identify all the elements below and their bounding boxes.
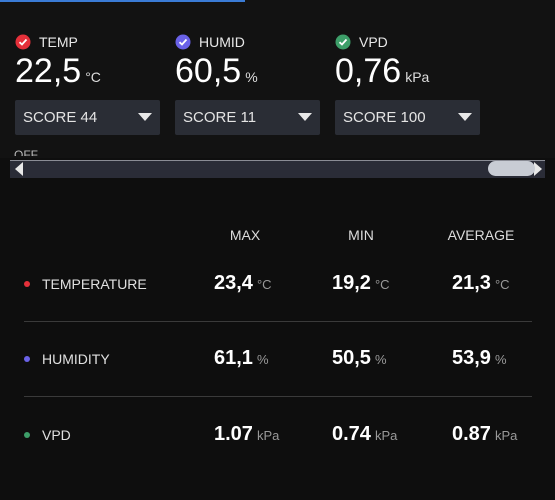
- dropdown-arrow: [458, 113, 472, 121]
- progress-line: [0, 0, 245, 2]
- sensor-reading: 22,5 °C: [15, 52, 101, 91]
- sensor-value: 60,5: [175, 52, 242, 90]
- cell-value: 0.87: [452, 423, 491, 445]
- row-label: TEMPERATURE: [42, 276, 147, 292]
- cell: 19,2 °C: [332, 272, 390, 295]
- sensor-label: VPD: [359, 34, 388, 50]
- cell-value: 19,2: [332, 272, 371, 294]
- sensor-label: TEMP: [39, 34, 78, 50]
- sensor-reading: 60,5%: [175, 52, 258, 91]
- scrollbar[interactable]: [10, 160, 545, 178]
- dropdown-arrow: [298, 113, 312, 121]
- cell-value: 0.74: [332, 423, 371, 445]
- cell-unit: kPa: [374, 428, 398, 443]
- check-svg: [175, 34, 191, 50]
- cell-unit: kPa: [494, 428, 518, 443]
- toggle-label: OFF: [14, 148, 38, 156]
- scroll-right[interactable]: [533, 162, 543, 176]
- score-text: SCORE 100: [343, 109, 426, 126]
- cell-unit: °C: [256, 277, 272, 292]
- cell-unit: %: [374, 352, 387, 367]
- cell-unit: °C: [494, 277, 510, 292]
- score-text: SCORE 44: [23, 109, 98, 126]
- score-dropdown[interactable]: SCORE 44: [15, 100, 160, 135]
- cell: 0.74 kPa: [332, 423, 397, 446]
- row-label: HUMIDITY: [42, 351, 110, 367]
- cell: 53,9%: [452, 347, 507, 370]
- sensor-value: 22,5: [15, 52, 82, 90]
- cell-value: 21,3: [452, 272, 491, 294]
- cell-value: 61,1: [214, 347, 253, 369]
- check-svg: [15, 34, 31, 50]
- cell-value: 53,9: [452, 347, 491, 369]
- check-svg: [335, 34, 351, 50]
- cell-unit: kPa: [256, 428, 280, 443]
- row-label: VPD: [42, 427, 71, 443]
- sensor-value: 0,76: [335, 52, 402, 90]
- cell: 21,3 °C: [452, 272, 510, 295]
- column-header: MAX: [229, 227, 261, 243]
- check-icon: [335, 34, 351, 50]
- dropdown-arrow: [138, 113, 152, 121]
- scroll-thumb[interactable]: [488, 161, 535, 176]
- cell: 23,4 °C: [214, 272, 272, 295]
- row-dot: [24, 356, 30, 362]
- sensor-reading: 0,76 kPa: [335, 52, 429, 91]
- column-header: MIN: [348, 227, 374, 243]
- sensor-label: HUMID: [199, 34, 245, 50]
- row-divider: [24, 321, 532, 322]
- row-divider: [24, 396, 532, 397]
- cell-value: 23,4: [214, 272, 253, 294]
- cell: 61,1%: [214, 347, 269, 370]
- cell-unit: %: [494, 352, 507, 367]
- sensor-unit: %: [245, 69, 258, 85]
- score-dropdown[interactable]: SCORE 100: [335, 100, 480, 135]
- score-text: SCORE 11: [183, 109, 257, 126]
- column-header: AVERAGE: [447, 227, 515, 243]
- score-dropdown[interactable]: SCORE 11: [175, 100, 320, 135]
- scroll-left[interactable]: [14, 162, 24, 176]
- cell-unit: °C: [374, 277, 390, 292]
- row-dot: [24, 281, 30, 287]
- cell: 0.87 kPa: [452, 423, 517, 446]
- row-dot: [24, 432, 30, 438]
- check-icon: [15, 34, 31, 50]
- sensor-unit: kPa: [405, 69, 430, 85]
- sensor-unit: °C: [85, 69, 101, 85]
- cell-value: 50,5: [332, 347, 371, 369]
- check-icon: [175, 34, 191, 50]
- cell: 50,5%: [332, 347, 387, 370]
- cell-unit: %: [256, 352, 269, 367]
- cell-value: 1.07: [214, 423, 253, 445]
- cell: 1.07 kPa: [214, 423, 279, 446]
